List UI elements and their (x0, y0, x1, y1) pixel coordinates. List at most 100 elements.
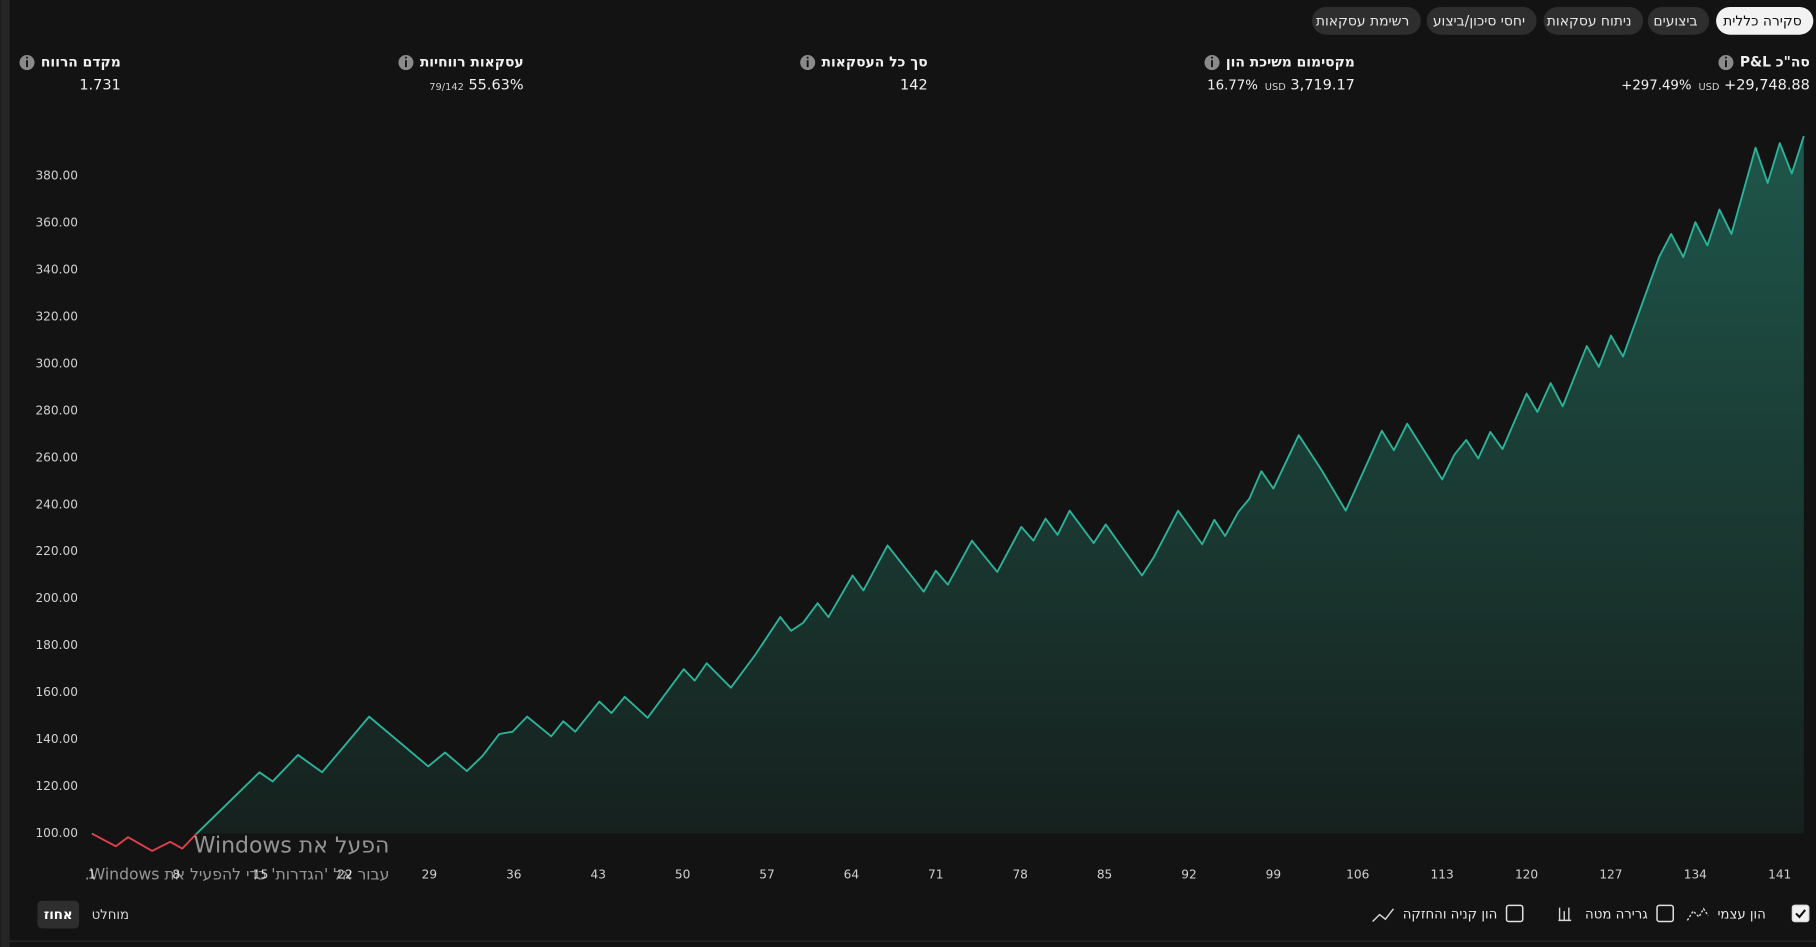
tab[interactable]: ביצועים (1647, 6, 1710, 35)
x-tick-label: 78 (1012, 868, 1027, 882)
x-tick-label: 22 (337, 868, 352, 882)
y-tick-label: 100.00 (35, 826, 77, 840)
checkbox[interactable] (1656, 904, 1674, 923)
tab-pill[interactable] (1647, 6, 1710, 35)
tab-pill[interactable] (1426, 6, 1537, 35)
tab-label[interactable]: יחסי סיכון/ביצוע (1433, 13, 1525, 29)
x-tick-label: 71 (928, 868, 943, 882)
stat-unit: USD (1698, 82, 1719, 93)
legend-label[interactable]: הון קניה והחזקה (1403, 908, 1498, 923)
stat-percent: +297.49% (1621, 79, 1691, 94)
checkbox[interactable] (1791, 904, 1810, 923)
watermark-title: הפעל את Windows (194, 833, 390, 858)
scale-button-label[interactable]: אחוז (44, 908, 73, 923)
legend-icon (1372, 908, 1395, 923)
stat-value: 1.731 (79, 78, 120, 94)
area-fill (91, 136, 1804, 834)
scale-button[interactable]: אחוז (37, 900, 80, 929)
x-tick-label: 92 (1181, 868, 1196, 882)
checkbox[interactable] (1505, 904, 1524, 923)
y-tick-label: 140.00 (35, 732, 77, 746)
x-tick-label: 36 (506, 868, 521, 882)
info-icon-dot (25, 56, 29, 59)
tab-pill[interactable] (1312, 6, 1421, 35)
legend-option[interactable]: הון עצמי (1686, 904, 1810, 923)
x-tick-label: 106 (1346, 868, 1369, 882)
x-tick-label: 29 (422, 868, 437, 882)
x-tick-label: 15 (253, 868, 268, 882)
stats: סה"כ P&L +29,748.88 USD +297.49% מקסימום משי… (19, 55, 1810, 94)
y-tick-label: 340.00 (35, 262, 77, 276)
stat: מקדם הרווח 1.731 (19, 55, 121, 94)
stat-value: 55.63% (468, 78, 523, 94)
legend-option[interactable]: הון קניה והחזקה (1372, 904, 1524, 923)
stat-label: סה"כ P&L (1740, 55, 1810, 71)
tab-label[interactable]: רשימת עסקאות (1316, 13, 1409, 29)
stat-percent: 16.77% (1207, 79, 1258, 94)
stat-value: +29,748.88 (1724, 78, 1810, 94)
x-tick-label: 43 (590, 868, 605, 882)
info-icon-dot (1210, 56, 1214, 59)
tab-label[interactable]: סקירה כללית (1723, 13, 1802, 29)
x-tick-label: 85 (1097, 868, 1112, 882)
tab[interactable]: יחסי סיכון/ביצוע (1426, 6, 1537, 35)
stat-label: מקדם הרווח (41, 55, 121, 71)
stat-ratio: 79/142 (429, 82, 464, 93)
y-tick-label: 240.00 (35, 497, 77, 511)
y-tick-label: 220.00 (35, 544, 77, 558)
legend-icon (1558, 907, 1572, 922)
stat-value: 142 (900, 78, 928, 94)
tab[interactable]: סקירה כללית (1716, 6, 1814, 35)
tab[interactable]: רשימת עסקאות (1312, 6, 1421, 35)
stat-label: עסקאות רווחיות (420, 55, 524, 71)
stat: סה"כ P&L +29,748.88 USD +297.49% (1621, 55, 1810, 94)
stat-value: 3,719.17 (1290, 78, 1354, 94)
stat: סך כל העסקאות 142 (800, 55, 928, 94)
checkmark (1795, 909, 1807, 919)
y-tick-label: 360.00 (35, 215, 77, 229)
window-edge (0, 0, 10, 947)
y-tick-label: 380.00 (35, 168, 77, 182)
stat-label: סך כל העסקאות (822, 55, 928, 71)
scale-button-label[interactable]: מוחלט (92, 908, 130, 923)
x-tick-label: 1 (88, 868, 96, 882)
equity-line (91, 135, 1805, 852)
tab-label[interactable]: ביצועים (1653, 13, 1697, 29)
x-tick-label: 99 (1266, 868, 1281, 882)
y-tick-label: 160.00 (35, 685, 77, 699)
y-tick-label: 320.00 (35, 309, 77, 323)
x-tick-label: 64 (844, 868, 860, 882)
legend-label[interactable]: הון עצמי (1717, 908, 1765, 923)
legend-label[interactable]: גרירה מטה (1585, 908, 1648, 923)
info-icon-dot (404, 56, 407, 59)
watermark-subtitle: עבור אל 'הגדרות' כדי להפעיל את Windows. (85, 866, 390, 884)
x-tick-label: 8 (172, 868, 180, 882)
tab-pill[interactable] (1716, 6, 1814, 35)
stat-unit: USD (1265, 82, 1286, 93)
x-tick-label: 120 (1515, 868, 1538, 882)
stat: עסקאות רווחיות 55.63% 79/142 (398, 55, 524, 94)
legend-option[interactable]: גרירה מטה (1558, 904, 1674, 923)
tab-label[interactable]: ניתוח עסקאות (1547, 13, 1632, 29)
info-icon-dot (1724, 56, 1727, 59)
stat: מקסימום משיכת הון 3,719.17 USD 16.77% (1204, 55, 1355, 94)
scale-button[interactable]: מוחלט (86, 901, 135, 929)
y-tick-label: 180.00 (35, 638, 77, 652)
x-tick-label: 141 (1768, 868, 1791, 882)
chart: 100.00 120.00 140.00 160.00 180.00 200.00 220.… (35, 135, 1805, 882)
x-tick-label: 127 (1599, 868, 1622, 882)
tab[interactable]: ניתוח עסקאות (1543, 6, 1644, 35)
tabs: סקירה כללית ביצועים ניתוח עסקאות יחסי סיכון… (1312, 6, 1814, 35)
x-tick-label: 50 (675, 868, 690, 882)
watermark: הפעל את Windows עבור אל 'הגדרות' כדי להפע… (85, 833, 390, 883)
x-tick-label: 57 (759, 868, 774, 882)
footer: הון עצמי גרירה מטה הון קניה והחזקה אחוז מוחל… (37, 900, 1810, 929)
y-tick-label: 120.00 (35, 779, 77, 793)
y-tick-label: 260.00 (35, 450, 77, 464)
x-tick-label: 113 (1431, 868, 1454, 882)
tab-pill[interactable] (1543, 6, 1644, 35)
scale-button-bg[interactable] (37, 900, 80, 929)
y-tick-label: 200.00 (35, 591, 77, 605)
